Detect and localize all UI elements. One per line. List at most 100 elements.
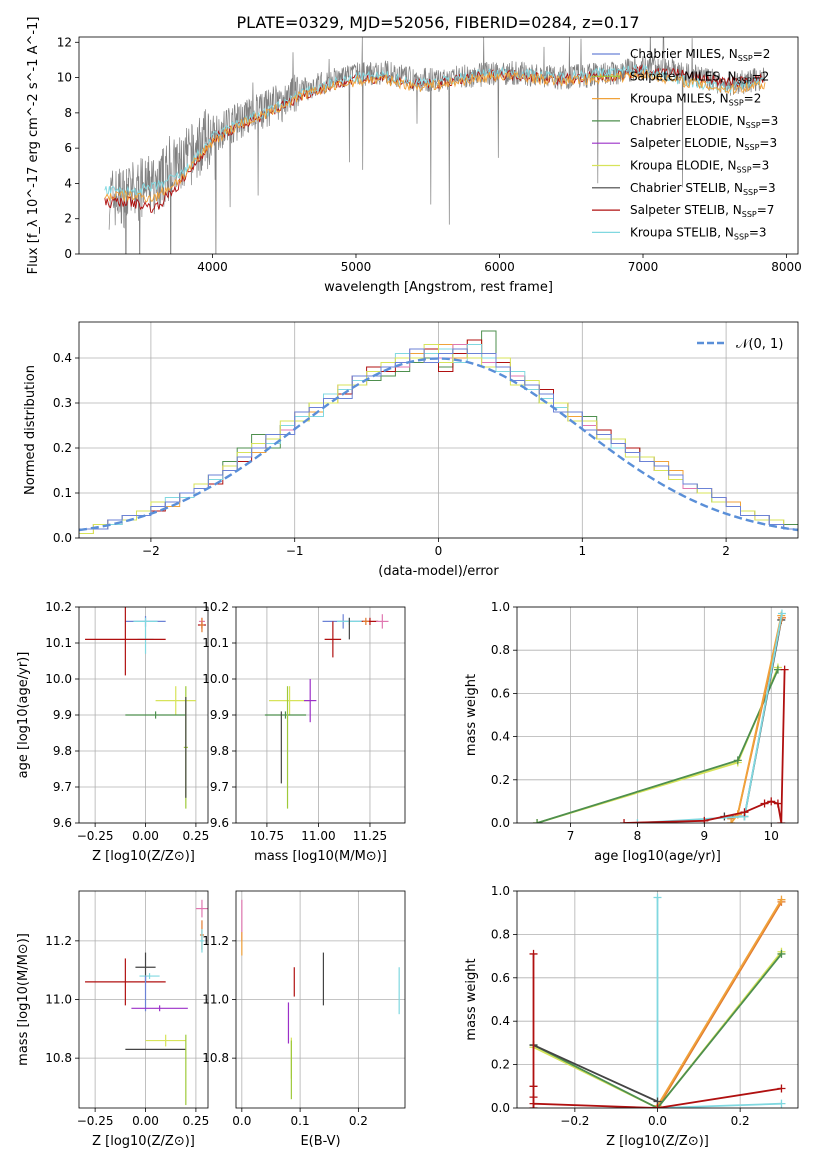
x-tick-label: 0.1 — [291, 1114, 310, 1128]
y-tick-label: 11.0 — [45, 993, 72, 1007]
legend-label: Chabrier STELIB, NSSP=3 — [630, 181, 776, 197]
x-tick-label: 5000 — [341, 260, 372, 274]
y-tick-label: 9.7 — [210, 780, 229, 794]
y-tick-label: 9.8 — [53, 744, 72, 758]
x-tick-label: 7000 — [628, 260, 659, 274]
x-tick-label: 8000 — [771, 260, 802, 274]
y-tick-label: 9.6 — [53, 816, 72, 830]
weight-marker — [767, 797, 776, 806]
y-tick-label: 10.0 — [202, 672, 229, 686]
y-tick-label: 0.2 — [491, 1058, 510, 1072]
axes-histogram: −2 −1 0 1 2 0.0 0.1 0.2 0.3 0.4 (data-model)/error… — [23, 321, 799, 579]
data-point — [195, 899, 208, 918]
x-tick-label: 6000 — [484, 260, 515, 274]
x-axis-label: wavelength [Angstrom, rest frame] — [324, 280, 553, 295]
axes-frame — [78, 606, 209, 824]
axes-frame — [516, 890, 799, 1109]
weight-marker — [777, 949, 786, 958]
plot-area-mass_vs_EBV — [241, 899, 400, 1100]
data-point — [376, 614, 389, 629]
legend-label: Kroupa MILES, NSSP=2 — [630, 92, 761, 108]
plot-area-histogram — [79, 330, 798, 538]
data-point — [125, 711, 186, 719]
y-tick-label: 0.3 — [53, 396, 72, 410]
data-point — [85, 958, 166, 1006]
y-tick-label: 0.1 — [53, 486, 72, 500]
model-spectrum — [104, 69, 766, 203]
y-tick-label: 0.2 — [491, 773, 510, 787]
axes-spectrum: 4000 5000 6000 7000 8000 0 2 4 6 8 10 12 wavelength … — [26, 17, 802, 295]
y-axis-label: age [log10(age/yr)] — [16, 652, 31, 779]
y-tick-label: 0.2 — [53, 441, 72, 455]
axes-frame — [78, 890, 209, 1109]
plot-area-mass_vs_Z — [85, 899, 208, 1106]
y-tick-label: 0.0 — [491, 816, 510, 830]
weight-line — [656, 899, 783, 1107]
y-tick-label: 9.6 — [210, 816, 229, 830]
weight-marker — [653, 893, 662, 902]
weight-marker — [740, 808, 749, 817]
axes-frame — [516, 606, 799, 824]
x-tick-label: 0.00 — [132, 1114, 159, 1128]
y-tick-label: 10 — [57, 71, 72, 85]
x-tick-label: 0.2 — [349, 1114, 368, 1128]
y-tick-label: 0 — [64, 247, 72, 261]
weight-marker — [733, 756, 742, 765]
axes-frame — [78, 36, 799, 255]
x-axis-label: E(B-V) — [300, 1134, 340, 1149]
axes-frame — [235, 890, 406, 1109]
y-axis-label: Flux [f_λ 10^-17 erg cm^-2 s^-1 A^-1] — [26, 17, 41, 275]
x-axis-label: mass [log10(M/M⊙)] — [254, 849, 387, 864]
legend-label: Chabrier MILES, NSSP=2 — [630, 47, 770, 63]
weight-line — [724, 619, 783, 818]
y-tick-label: 0.4 — [491, 730, 510, 744]
data-point — [155, 686, 196, 715]
weight-line — [656, 897, 782, 1108]
data-point — [145, 1034, 186, 1047]
y-axis-label: mass weight — [464, 958, 479, 1040]
y-tick-label: 10.0 — [45, 672, 72, 686]
y-tick-label: 1.0 — [491, 884, 510, 898]
x-tick-label: 2 — [722, 544, 730, 558]
axes-frame — [78, 321, 799, 539]
weight-marker — [773, 799, 782, 808]
y-tick-label: 8 — [64, 106, 72, 120]
x-tick-label: 11.00 — [301, 829, 335, 843]
data-point — [304, 679, 317, 723]
y-tick-label: 9.9 — [53, 708, 72, 722]
axes-age_vs_Z: −0.25 0.00 0.25 9.6 9.7 9.8 9.9 10.0 10.1 10.2 Z [… — [16, 600, 209, 864]
y-tick-label: 10.1 — [45, 636, 72, 650]
weight-series — [529, 1041, 662, 1106]
x-tick-label: 0.0 — [648, 1114, 667, 1128]
weight-marker — [533, 819, 542, 823]
legend-label: Chabrier ELODIE, NSSP=3 — [630, 114, 778, 130]
plot-area-massweight_vs_age — [533, 609, 789, 823]
weight-series — [633, 609, 786, 823]
data-point — [268, 686, 311, 715]
x-tick-label: 0.25 — [183, 829, 210, 843]
plot-area-massweight_vs_Z — [529, 893, 786, 1108]
x-tick-label: 1 — [578, 544, 586, 558]
data-point — [362, 617, 369, 625]
x-tick-label: 4000 — [197, 260, 228, 274]
legend-label: Salpeter STELIB, NSSP=7 — [630, 203, 774, 219]
weight-line — [656, 901, 783, 1108]
x-axis-label: (data-model)/error — [378, 564, 499, 579]
y-tick-label: 11.0 — [202, 993, 229, 1007]
weight-marker — [777, 895, 786, 904]
axes-massweight_vs_age: 7 8 9 10 0.0 0.2 0.4 0.6 0.8 1.0 age [log10(age/yr… — [464, 600, 799, 864]
x-axis-label: age [log10(age/yr)] — [594, 849, 721, 864]
data-point — [324, 621, 342, 658]
data-point — [139, 973, 160, 979]
y-tick-label: 10.2 — [202, 600, 229, 614]
y-tick-label: 9.8 — [210, 744, 229, 758]
y-axis-label: Normed distribution — [23, 365, 38, 495]
x-tick-label: 0.00 — [132, 829, 159, 843]
x-tick-label: −1 — [286, 544, 304, 558]
weight-marker — [727, 819, 736, 823]
axes-root: 4000 5000 6000 7000 8000024681012wavelength … — [16, 17, 802, 1149]
plot-area-age_vs_Z — [85, 607, 206, 809]
weight-marker — [773, 665, 782, 674]
weight-series — [620, 665, 789, 823]
